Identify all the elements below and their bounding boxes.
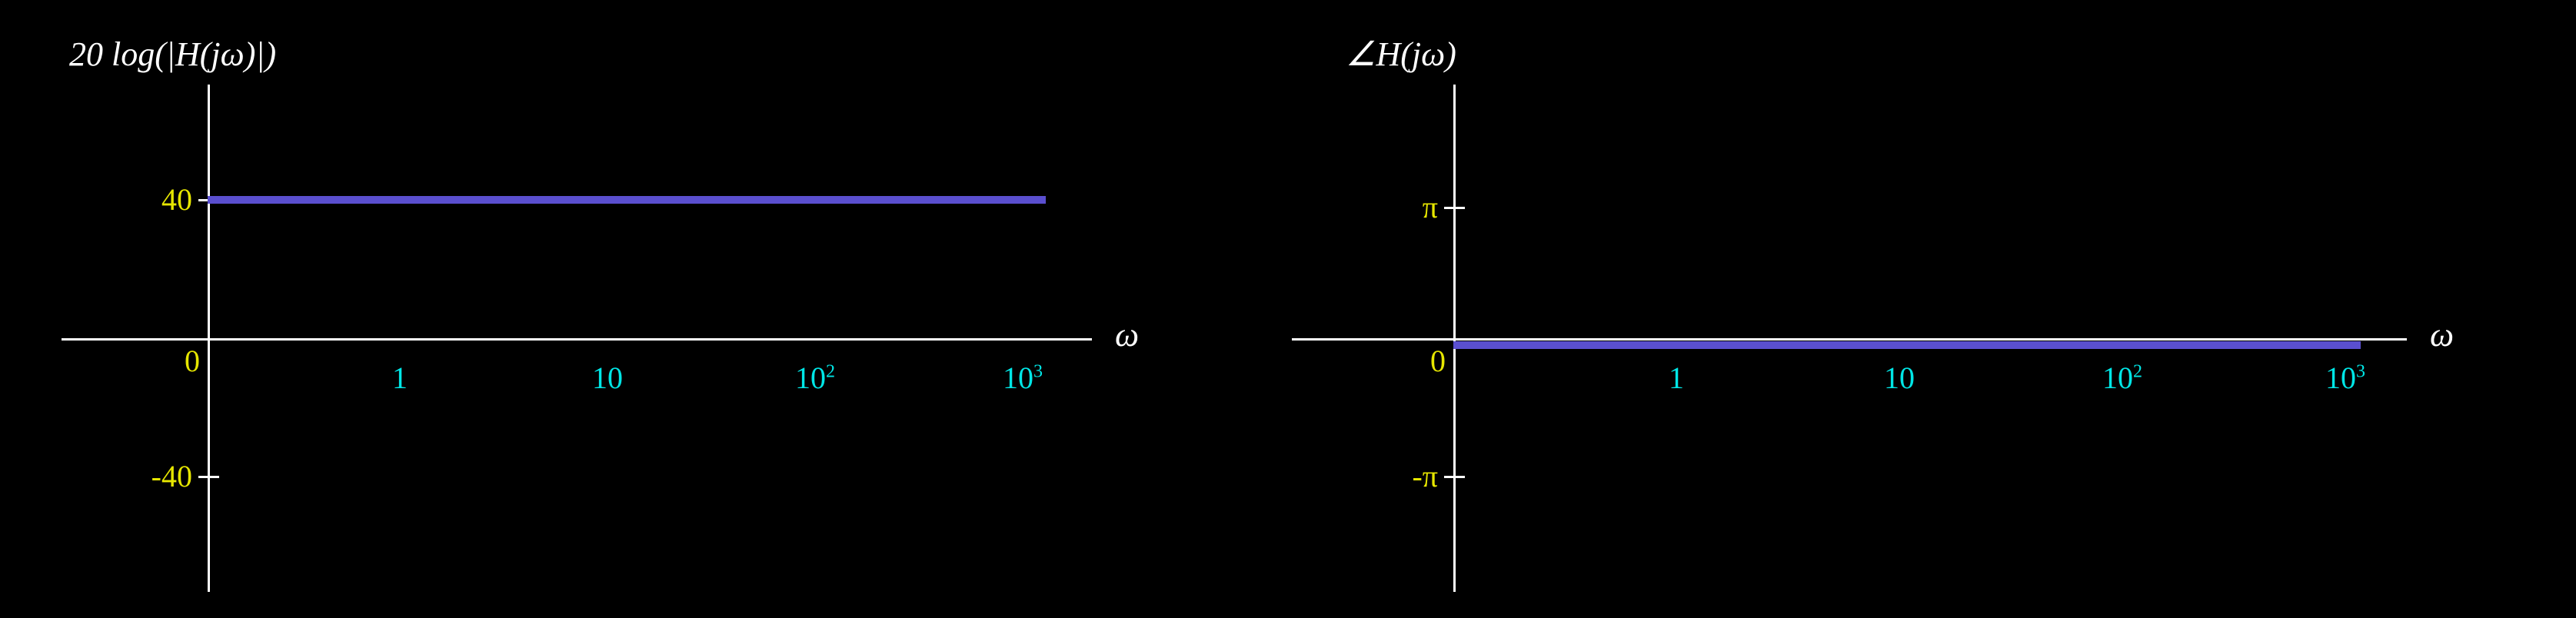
series-line-magnitude: [208, 196, 1046, 204]
x-axis-label: ω: [1115, 315, 1139, 354]
x-axis-label: ω: [2430, 315, 2454, 354]
bode-plot-pair: 20 log(|H(jω)|) ω 40 0 -40 1 10 102 103 ∠H(jω) ω π 0…: [0, 0, 2576, 618]
x-tick-label: 102: [795, 360, 835, 396]
x-axis: [62, 338, 1092, 341]
x-tick-label: 102: [2102, 360, 2142, 396]
panel-phase: ∠H(jω) ω π 0 -π 1 10 102 103: [1230, 0, 2576, 618]
x-tick-label: 1: [1669, 360, 1684, 396]
y-tick-label: π: [1369, 189, 1438, 225]
y-tick-label: 0: [1376, 343, 1446, 379]
y-tick-mark: [198, 476, 219, 478]
x-tick-label: 103: [2325, 360, 2365, 396]
panel-magnitude: 20 log(|H(jω)|) ω 40 0 -40 1 10 102 103: [0, 0, 1184, 618]
y-tick-label: 0: [131, 343, 200, 379]
axis-title-phase: ∠H(jω): [1346, 35, 1456, 74]
y-tick-label: -40: [123, 458, 192, 494]
y-tick-mark: [1444, 476, 1465, 478]
series-line-phase: [1453, 341, 2361, 349]
x-tick-label: 10: [592, 360, 623, 396]
x-tick-label: 10: [1884, 360, 1915, 396]
y-tick-label: 40: [123, 181, 192, 218]
x-tick-label: 1: [392, 360, 408, 396]
y-tick-label: -π: [1369, 458, 1438, 494]
y-tick-mark: [1444, 207, 1465, 209]
x-axis: [1292, 338, 2407, 341]
axis-title-magnitude: 20 log(|H(jω)|): [69, 35, 276, 74]
x-tick-label: 103: [1003, 360, 1043, 396]
